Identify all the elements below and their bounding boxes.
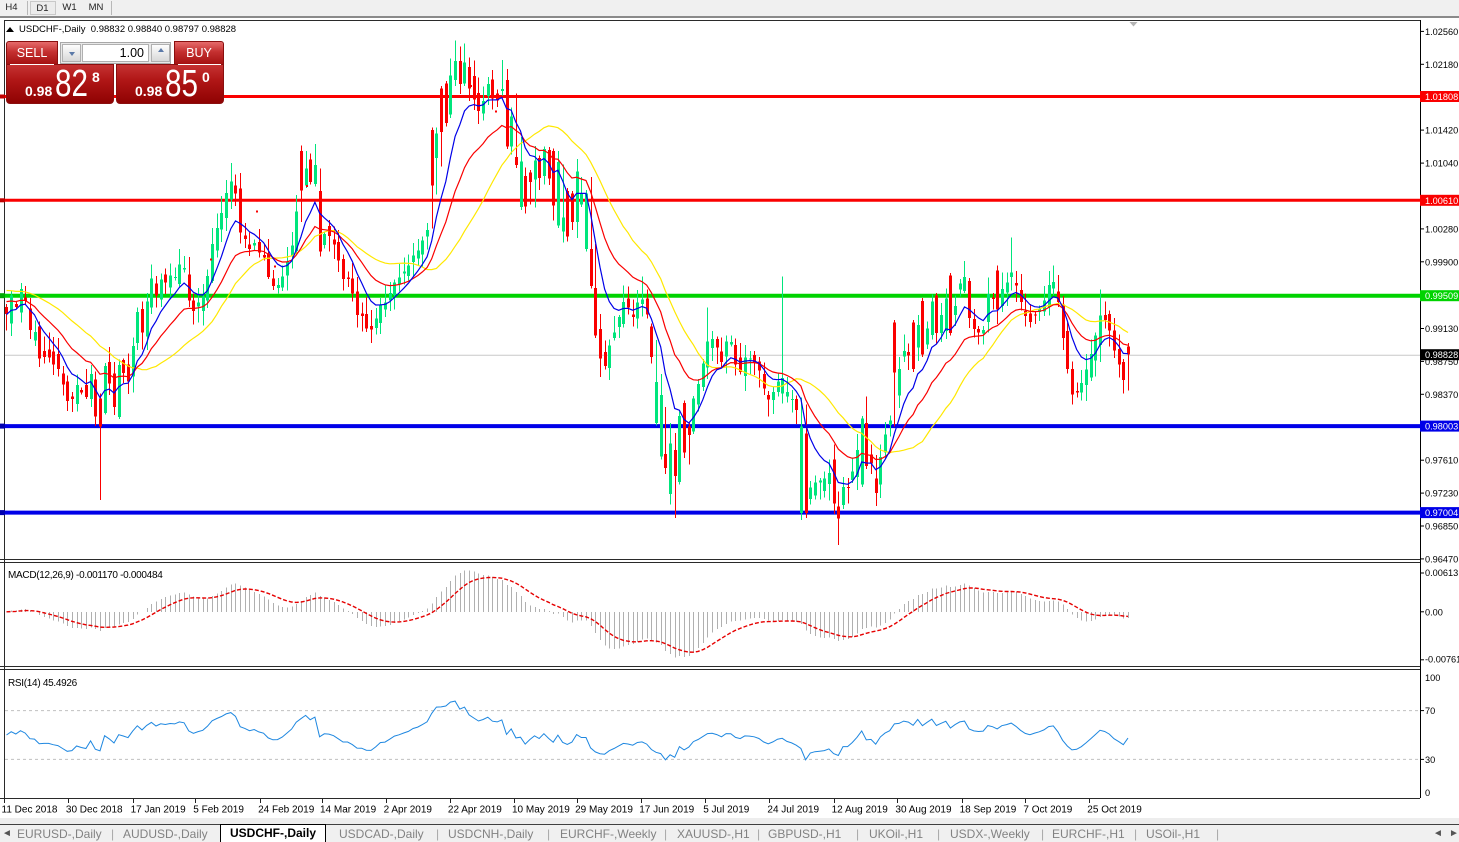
svg-text:24 Jul 2019: 24 Jul 2019	[767, 805, 819, 816]
svg-text:5 Feb 2019: 5 Feb 2019	[193, 805, 244, 816]
svg-text:12 Aug 2019: 12 Aug 2019	[832, 805, 889, 816]
svg-text:14 Mar 2019: 14 Mar 2019	[320, 805, 377, 816]
svg-text:10 May 2019: 10 May 2019	[512, 805, 570, 816]
svg-text:1.01420: 1.01420	[1425, 126, 1458, 136]
svg-text:0.98828: 0.98828	[1425, 350, 1458, 360]
svg-text:0.97610: 0.97610	[1425, 456, 1458, 466]
svg-text:30 Aug 2019: 30 Aug 2019	[895, 805, 952, 816]
svg-text:2 Apr 2019: 2 Apr 2019	[384, 805, 433, 816]
svg-text:11 Dec 2018: 11 Dec 2018	[2, 805, 58, 816]
svg-text:0.97004: 0.97004	[1425, 508, 1458, 518]
svg-text:70: 70	[1425, 706, 1435, 716]
svg-text:22 Apr 2019: 22 Apr 2019	[448, 805, 502, 816]
svg-text:0.96850: 0.96850	[1425, 522, 1458, 532]
svg-text:30 Dec 2018: 30 Dec 2018	[66, 805, 123, 816]
svg-text:-0.00761: -0.00761	[1425, 655, 1459, 665]
svg-text:1.02560: 1.02560	[1425, 27, 1458, 37]
svg-text:1.01808: 1.01808	[1425, 92, 1458, 102]
svg-text:29 May 2019: 29 May 2019	[575, 805, 633, 816]
svg-text:0.99509: 0.99509	[1425, 291, 1458, 301]
svg-text:RSI(14) 45.4926: RSI(14) 45.4926	[8, 678, 78, 689]
svg-text:18 Sep 2019: 18 Sep 2019	[960, 805, 1017, 816]
svg-text:1.00280: 1.00280	[1425, 224, 1458, 234]
svg-text:25 Oct 2019: 25 Oct 2019	[1087, 805, 1142, 816]
svg-text:0.98370: 0.98370	[1425, 390, 1458, 400]
svg-text:1.00610: 1.00610	[1425, 196, 1458, 206]
svg-text:5 Jul 2019: 5 Jul 2019	[703, 805, 750, 816]
svg-text:17 Jun 2019: 17 Jun 2019	[639, 805, 694, 816]
svg-text:24 Feb 2019: 24 Feb 2019	[258, 805, 315, 816]
svg-text:0.99900: 0.99900	[1425, 257, 1458, 267]
svg-text:100: 100	[1425, 673, 1440, 683]
svg-text:0.98003: 0.98003	[1425, 422, 1458, 432]
svg-text:0.96470: 0.96470	[1425, 554, 1458, 564]
svg-text:7 Oct 2019: 7 Oct 2019	[1023, 805, 1072, 816]
svg-text:1.02180: 1.02180	[1425, 60, 1458, 70]
svg-text:MACD(12,26,9) -0.001170 -0.000: MACD(12,26,9) -0.001170 -0.000484	[8, 570, 163, 581]
svg-text:17 Jan 2019: 17 Jan 2019	[131, 805, 186, 816]
svg-text:0.00613: 0.00613	[1425, 568, 1458, 578]
svg-text:0.00: 0.00	[1425, 608, 1443, 618]
svg-text:30: 30	[1425, 755, 1435, 765]
svg-text:0: 0	[1425, 788, 1430, 798]
svg-text:0.97230: 0.97230	[1425, 489, 1458, 499]
svg-text:1.01040: 1.01040	[1425, 159, 1458, 169]
svg-text:0.99130: 0.99130	[1425, 324, 1458, 334]
svg-text:0.98750: 0.98750	[1425, 357, 1458, 367]
